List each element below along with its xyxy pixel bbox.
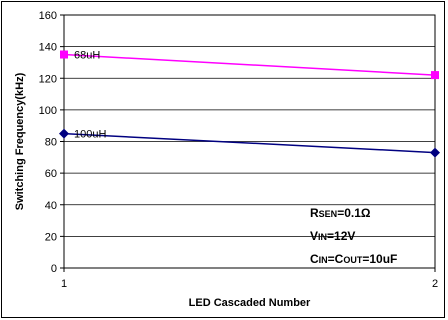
y-tick-label: 120 [39,73,57,85]
grid-layer [60,14,435,269]
y-tick-labels: 0 20 40 60 80 100 120 140 160 [39,10,57,275]
data-point-100uH [430,147,440,158]
data-point-68uH [60,50,68,59]
y-axis-title: Switching Frequency(kHz) [14,72,26,210]
data-point-100uH [59,128,69,139]
data-point-68uH [431,71,439,80]
x-axis-title: LED Cascaded Number [189,297,311,309]
y-tick-label: 100 [39,105,57,117]
plot-area [63,14,436,269]
y-tick-label: 0 [51,263,57,275]
series-line-68uH [63,53,436,76]
y-tick-label: 60 [45,168,57,180]
annotation-vin: VIN=12V [310,229,355,243]
series-label-68uH: 68uH [74,50,100,62]
y-tick-label: 140 [39,42,57,54]
y-tick-label: 40 [45,200,57,212]
x-tick-label: 1 [61,278,67,290]
series-line-100uH [63,132,436,154]
series-layer: 68uH 100uH [59,50,440,158]
annotation-cin-cout: CIN=COUT=10uF [310,252,397,266]
y-tick-label: 20 [45,231,57,243]
series-label-100uH: 100uH [74,129,106,141]
y-tick-label: 160 [39,10,57,22]
x-tick-label: 2 [432,278,438,290]
y-tick-label: 80 [45,137,57,149]
annotation-rsen: RSEN=0.1Ω [310,206,371,220]
